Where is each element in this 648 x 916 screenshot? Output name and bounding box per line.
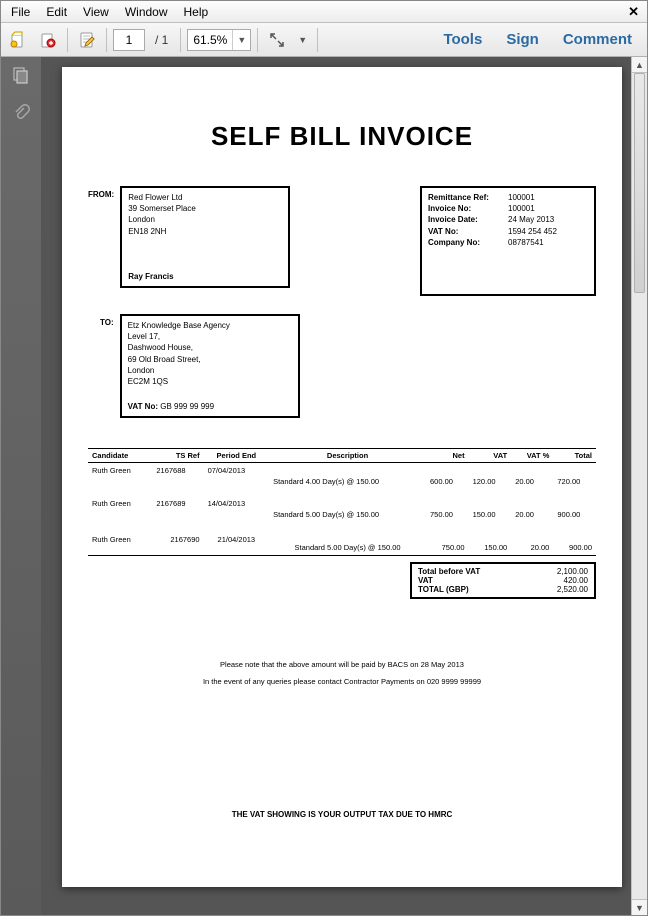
toolbar: / 1 ▼ ▼ Tools Sign Comment xyxy=(1,23,647,57)
to-l4: London xyxy=(128,365,292,376)
create-pdf-icon[interactable] xyxy=(35,27,61,53)
menu-help[interactable]: Help xyxy=(176,3,217,21)
to-l2: Dashwood House, xyxy=(128,342,292,353)
th-vatp: VAT % xyxy=(511,449,553,463)
page-total-label: / 1 xyxy=(149,33,174,47)
th-vat: VAT xyxy=(469,449,512,463)
note2: In the event of any queries please conta… xyxy=(88,674,596,691)
tot-vat-v: 420.00 xyxy=(564,576,588,585)
sign-doc-icon[interactable] xyxy=(74,27,100,53)
zoom-dropdown-icon[interactable]: ▼ xyxy=(232,30,250,50)
close-icon[interactable]: ✕ xyxy=(622,4,645,20)
app-window: File Edit View Window Help ✕ / 1 ▼ xyxy=(0,0,648,916)
invno-v: 100001 xyxy=(508,203,535,214)
invoice-title: SELF BILL INVOICE xyxy=(88,121,596,152)
line-items-table: Candidate TS Ref Period End Description … xyxy=(88,448,596,556)
th-period: Period End xyxy=(204,449,270,463)
table-row: Ruth Green 2167688 07/04/2013 Standard 4… xyxy=(88,463,596,497)
to-l5: EC2M 1QS xyxy=(128,376,292,387)
tot-before-v: 2,100.00 xyxy=(557,567,588,576)
remit-v: 100001 xyxy=(508,192,535,203)
page-current-input[interactable] xyxy=(114,33,144,47)
totals-box: Total before VAT 2,100.00 VAT 420.00 TOTAL… xyxy=(410,562,596,599)
menu-view[interactable]: View xyxy=(75,3,117,21)
from-box: Red Flower Ltd 39 Somerset Place London … xyxy=(120,186,290,288)
to-l1: Level 17, xyxy=(128,331,292,342)
vat-k: VAT No: xyxy=(428,226,508,237)
from-contact: Ray Francis xyxy=(128,271,173,282)
document-page: SELF BILL INVOICE FROM: Red Flower Ltd 3… xyxy=(62,67,622,887)
from-company: Red Flower Ltd xyxy=(128,192,282,203)
tools-button[interactable]: Tools xyxy=(432,26,493,53)
from-label: FROM: xyxy=(88,186,114,296)
document-viewport[interactable]: SELF BILL INVOICE FROM: Red Flower Ltd 3… xyxy=(41,57,647,915)
scroll-down-icon[interactable]: ▼ xyxy=(632,899,647,915)
zoom-input[interactable] xyxy=(188,33,232,47)
menu-bar: File Edit View Window Help ✕ xyxy=(1,1,647,23)
to-vat-v: GB 999 99 999 xyxy=(160,402,214,411)
from-postcode: EN18 2NH xyxy=(128,226,282,237)
from-city: London xyxy=(128,214,282,225)
sign-button[interactable]: Sign xyxy=(495,26,550,53)
to-name: Etz Knowledge Base Agency xyxy=(128,320,292,331)
scroll-up-icon[interactable]: ▲ xyxy=(632,57,647,73)
attachments-icon[interactable] xyxy=(9,101,33,125)
vat-v: 1594 254 452 xyxy=(508,226,557,237)
comp-k: Company No: xyxy=(428,237,508,248)
tot-grand-k: TOTAL (GBP) xyxy=(418,585,469,594)
tot-grand-v: 2,520.00 xyxy=(557,585,588,594)
tot-vat-k: VAT xyxy=(418,576,433,585)
th-candidate: Candidate xyxy=(88,449,152,463)
notes: Please note that the above amount will b… xyxy=(88,657,596,690)
scroll-thumb[interactable] xyxy=(634,73,645,293)
menu-file[interactable]: File xyxy=(3,3,38,21)
table-row: Ruth Green 2167690 21/04/2013 Standard 5… xyxy=(88,529,596,556)
menu-window[interactable]: Window xyxy=(117,3,176,21)
thumbnails-icon[interactable] xyxy=(9,63,33,87)
comp-v: 08787541 xyxy=(508,237,544,248)
reference-box: Remittance Ref:100001 Invoice No:100001 … xyxy=(420,186,596,296)
from-street: 39 Somerset Place xyxy=(128,203,282,214)
side-rail xyxy=(1,57,41,915)
content-area: SELF BILL INVOICE FROM: Red Flower Ltd 3… xyxy=(1,57,647,915)
fit-dropdown-icon[interactable]: ▼ xyxy=(294,23,311,56)
th-desc: Description xyxy=(269,449,426,463)
th-net: Net xyxy=(426,449,469,463)
comment-button[interactable]: Comment xyxy=(552,26,643,53)
to-l3: 69 Old Broad Street, xyxy=(128,354,292,365)
zoom-control: ▼ xyxy=(187,29,251,51)
table-row: Ruth Green 2167689 14/04/2013 Standard 5… xyxy=(88,496,596,529)
date-v: 24 May 2013 xyxy=(508,214,554,225)
page-nav xyxy=(113,29,145,51)
remit-k: Remittance Ref: xyxy=(428,192,508,203)
fit-window-icon[interactable] xyxy=(264,27,290,53)
export-pdf-icon[interactable] xyxy=(5,27,31,53)
date-k: Invoice Date: xyxy=(428,214,508,225)
invno-k: Invoice No: xyxy=(428,203,508,214)
tot-before-k: Total before VAT xyxy=(418,567,480,576)
to-box: Etz Knowledge Base Agency Level 17, Dash… xyxy=(120,314,300,418)
th-tsref: TS Ref xyxy=(152,449,203,463)
footer-note: THE VAT SHOWING IS YOUR OUTPUT TAX DUE T… xyxy=(88,810,596,819)
to-label: TO: xyxy=(100,314,114,418)
th-total: Total xyxy=(553,449,596,463)
vertical-scrollbar[interactable]: ▲ ▼ xyxy=(631,57,647,915)
menu-edit[interactable]: Edit xyxy=(38,3,75,21)
to-vat-k: VAT No: xyxy=(128,402,158,411)
note1: Please note that the above amount will b… xyxy=(88,657,596,674)
